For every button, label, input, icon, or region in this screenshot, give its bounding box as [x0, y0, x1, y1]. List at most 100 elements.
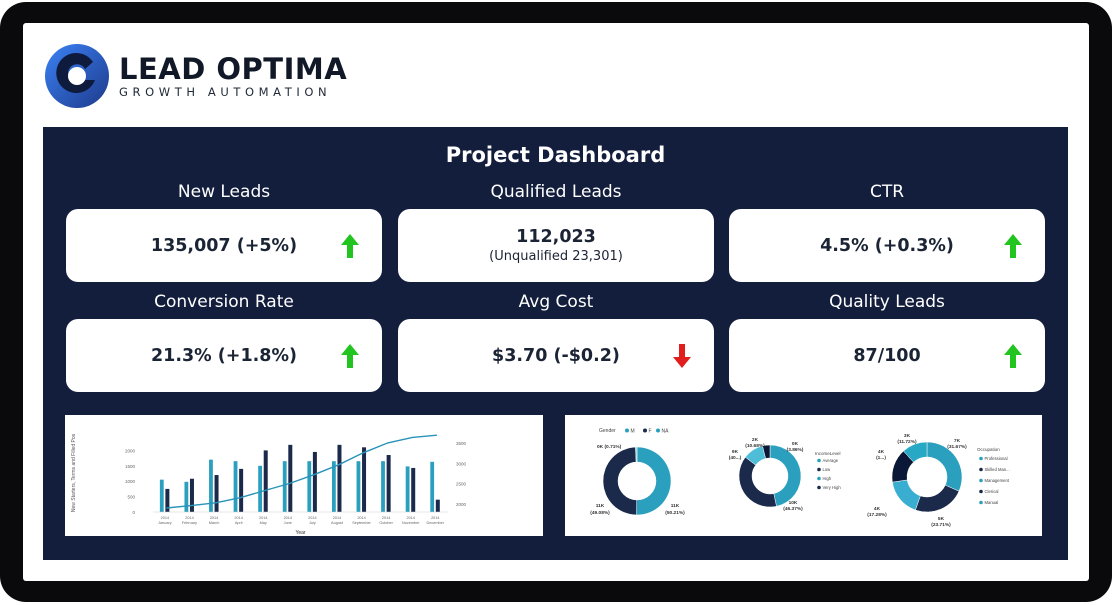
kpi-card-qualified-leads[interactable]: 112,023 (Unqualified 23,301): [398, 209, 714, 282]
legend-item: NA: [662, 428, 670, 434]
kpi-card-avg-cost[interactable]: $3.70 (-$0.2): [398, 319, 714, 392]
brand-name: LEAD OPTIMA: [119, 51, 348, 86]
y-tick-label: 0: [132, 510, 135, 515]
bar-series-a: [435, 499, 440, 512]
x-tick-year: 2014: [431, 516, 439, 520]
legend-dot: [817, 476, 821, 481]
bar-series-a: [386, 455, 391, 512]
x-tick-label: April: [235, 521, 243, 525]
x-tick-year: 2014: [357, 516, 365, 520]
legend-item: F: [649, 428, 652, 434]
slice-label-m: 11K: [671, 503, 680, 509]
kpi-label-qualified-leads: Qualified Leads: [490, 182, 622, 202]
bar-series-b: [184, 481, 189, 512]
slice-label-management-pct: (17.28%): [867, 512, 887, 518]
bar-chart-panel[interactable]: New Starters, Terms and Filled Pos Year 0 5…: [65, 415, 543, 536]
donut-slice: [892, 479, 921, 511]
y-tick-label: 1500: [125, 464, 136, 469]
donut-slice: [915, 484, 960, 513]
kpi-card-new-leads[interactable]: 135,007 (+5%): [66, 209, 382, 282]
y-right-tick-label: 2000: [456, 502, 467, 507]
y-axis-label: New Starters, Terms and Filled Pos: [71, 433, 77, 512]
x-tick-label: July: [309, 521, 316, 525]
y-tick-label: 500: [127, 495, 135, 500]
kpi-card-conversion-rate[interactable]: 21.3% (+1.8%): [66, 319, 382, 392]
slice-label-clerical: 4K: [878, 449, 885, 455]
bar-series-a: [312, 451, 317, 512]
legend-item: High: [823, 476, 832, 481]
slice-label-low: 9K: [732, 449, 739, 455]
legend-dot: [817, 467, 821, 472]
slice-label-management: 4K: [874, 506, 881, 512]
slice-label-manual: 3K: [904, 433, 911, 439]
bar-series-b: [159, 479, 164, 512]
donut-slice: [762, 444, 771, 459]
slice-label-average-pct: (46.37%): [783, 506, 803, 512]
legend-dot: [625, 428, 629, 433]
y-right-tick-label: 3500: [456, 441, 467, 446]
legend-item: Manual: [985, 500, 999, 505]
dashboard-panel: Project Dashboard New Leads 135,007 (+5%…: [43, 127, 1068, 560]
arrow-up-icon: [341, 344, 359, 368]
kpi-value: 135,007 (+5%): [150, 235, 298, 256]
x-tick-label: December: [427, 521, 445, 525]
kpi-label-avg-cost: Avg Cost: [518, 292, 594, 312]
x-tick-label: February: [182, 521, 197, 525]
legend-dot: [656, 428, 660, 433]
bar-series-a: [189, 478, 194, 512]
legend-item: Low: [823, 467, 832, 472]
gender-legend-title: Gender: [599, 428, 616, 434]
legend-dot: [817, 485, 821, 490]
donut-charts-panel[interactable]: Gender M F NA 0K (0.71%) 11K (50.21%) 11K (49.08…: [565, 415, 1042, 536]
legend-dot: [817, 458, 821, 463]
income-legend-title: IncomeLevel: [815, 451, 841, 456]
donut-slice: [636, 446, 672, 516]
kpi-card-quality-leads[interactable]: 87/100: [729, 319, 1045, 392]
legend-item: M: [631, 428, 635, 434]
slice-label-f-pct: (49.08%): [590, 510, 610, 516]
legend-item: Very High: [823, 485, 842, 490]
donut-slice: [635, 446, 638, 463]
kpi-label-new-leads: New Leads: [177, 182, 271, 202]
x-tick-label: October: [379, 521, 393, 525]
bar-series-b: [307, 461, 312, 512]
x-tick-label: May: [260, 521, 267, 525]
bar-series-b: [258, 465, 263, 512]
brand: LEAD OPTIMA GROWTH AUTOMATION: [43, 41, 347, 111]
arrow-down-icon: [673, 344, 691, 368]
bar-line-chart: New Starters, Terms and Filled Pos Year 0 5…: [71, 433, 467, 536]
x-tick-label: November: [402, 521, 420, 525]
kpi-card-ctr[interactable]: 4.5% (+0.3%): [729, 209, 1045, 282]
kpi-value: 112,023: [516, 227, 596, 247]
slice-label-professional-pct: (31.67%): [947, 444, 967, 450]
occupation-legend-title: Occupation: [977, 447, 1000, 452]
arrow-up-icon: [341, 234, 359, 258]
x-tick-year: 2014: [161, 516, 169, 520]
bar-series-a: [337, 444, 342, 512]
bar-series-b: [209, 459, 213, 512]
bar-series-a: [263, 450, 268, 512]
bar-series-a: [214, 475, 219, 512]
kpi-value: 4.5% (+0.3%): [820, 235, 954, 256]
legend-dot: [979, 500, 983, 505]
slice-label-high-pct: (10.68%): [745, 443, 765, 449]
legend-dot: [979, 456, 983, 461]
bar-series-b: [331, 461, 336, 512]
donut-slice: [769, 444, 802, 507]
slice-label-skilled-pct: (23.71%): [931, 522, 951, 528]
kpi-label-ctr: CTR: [869, 182, 905, 202]
slice-label-professional: 7K: [954, 438, 961, 444]
x-tick-year: 2014: [259, 516, 267, 520]
bar-series-b: [233, 461, 238, 512]
x-tick-year: 2014: [333, 516, 341, 520]
donut-slice: [602, 446, 638, 516]
brand-tagline: GROWTH AUTOMATION: [119, 84, 332, 99]
legend-item: Clerical: [985, 489, 999, 494]
legend-dot: [979, 489, 983, 494]
x-tick-year: 2014: [406, 516, 414, 520]
y-right-tick-label: 3000: [456, 461, 467, 466]
slice-label-average: 10K: [789, 500, 798, 506]
kpi-subvalue: (Unqualified 23,301): [489, 249, 623, 264]
